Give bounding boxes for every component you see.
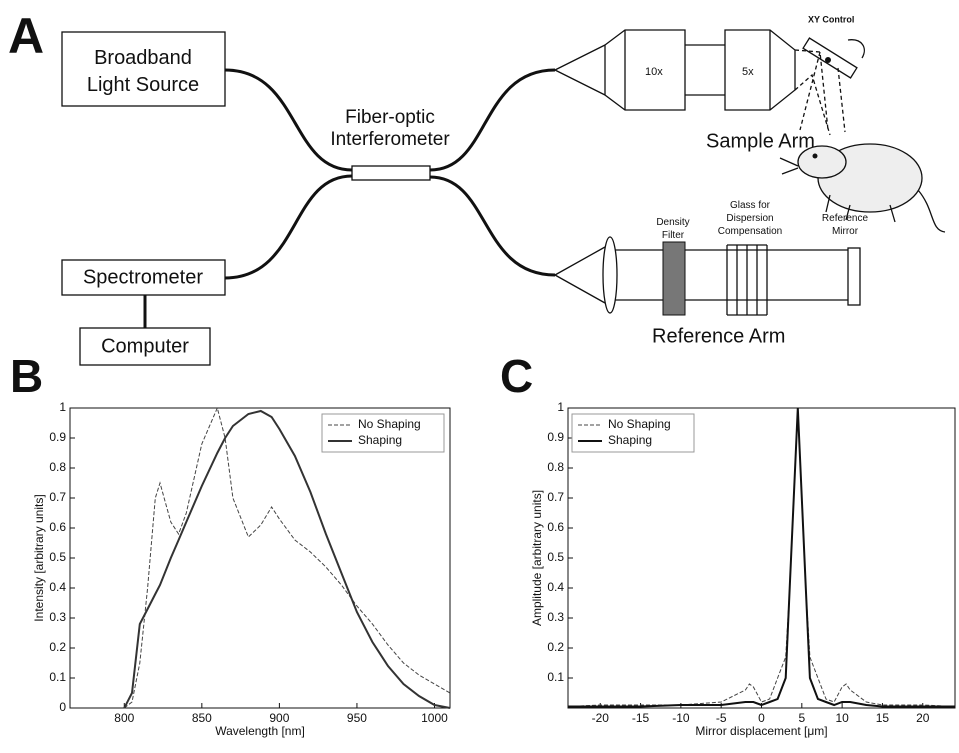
y-tick-label: 0.3 [547,610,564,624]
dispersion-glass [726,244,768,316]
x-tick-label: 900 [269,711,289,725]
diagram: A Broadband Light Source Spectrometer Com… [8,8,946,366]
x-axis-label: Mirror displacement [μm] [695,724,827,738]
y-tick-label: 0.2 [547,640,564,654]
series-line [123,406,451,709]
x-tick-label: 800 [114,711,134,725]
y-tick-label: 0.7 [49,490,66,504]
mouse [779,143,946,233]
y-tick-label: 0.1 [547,670,564,684]
y-tick-label: 1 [59,400,66,414]
series-line [568,407,955,708]
scan-mirror [802,37,858,79]
x-tick-label: 5 [798,711,805,725]
beam [794,49,846,136]
sample-arm-label: Sample Arm [706,130,815,152]
y-axis-label: Amplitude [arbitrary units] [530,490,544,626]
reference-optics [554,246,848,304]
y-tick-label: 0.1 [49,670,66,684]
plot-frame [567,407,956,709]
panel-label: C [500,350,533,402]
y-tick-label: 0.6 [49,520,66,534]
series-line [567,407,956,707]
legend-box [321,413,445,453]
y-tick-label: 0.9 [49,430,66,444]
y-tick-label: 0.4 [49,580,66,594]
x-tick-label: 850 [192,711,212,725]
source-label: Broadband Light Source [87,47,199,96]
mirror-label: Reference Mirror [822,213,869,237]
plot-frame [69,407,451,709]
computer-label: Computer [101,335,189,357]
y-tick-label: 0.2 [49,640,66,654]
y-tick-label: 0.9 [547,430,564,444]
x-tick-label: 0 [758,711,765,725]
x-tick-label: -15 [632,711,650,725]
pivot [825,57,831,63]
y-tick-label: 0.5 [49,550,66,564]
objective-10x [604,29,686,111]
y-axis-label: Intensity [arbitrary units] [32,494,46,621]
computer-box [79,327,211,366]
y-tick-label: 0 [59,700,66,714]
y-tick-label: 1 [557,400,564,414]
glass-label: Glass for Dispersion Compensation [718,200,782,237]
x-axis-label: Wavelength [nm] [215,724,305,738]
legend-label: Shaping [358,433,402,447]
coupler [351,165,431,181]
lens [602,236,618,314]
y-tick-label: 0.6 [547,520,564,534]
objective-label: 5x [742,66,754,78]
density-filter [662,241,686,316]
x-tick-label: 950 [347,711,367,725]
legend-label: Shaping [608,433,652,447]
x-tick-label: 15 [876,711,890,725]
y-tick-label: 0.5 [547,550,564,564]
panel-label: A [8,8,44,64]
x-tick-label: 10 [835,711,849,725]
xy-control-label: XY Control [808,14,854,24]
rotation-arrow [847,39,865,59]
panel-label: B [10,350,43,402]
reference-mirror [847,247,861,306]
legend-label: No Shaping [358,417,421,431]
filter-label: Density Filter [656,217,689,241]
legend-label: No Shaping [608,417,671,431]
x-tick-label: 1000 [421,711,448,725]
y-tick-label: 0.8 [49,460,66,474]
spectrometer-label: Spectrometer [83,266,203,288]
y-tick-label: 0.8 [547,460,564,474]
y-tick-label: 0.7 [547,490,564,504]
reference-arm-label: Reference Arm [652,325,785,347]
objective-label: 10x [645,66,663,78]
series-line [123,409,451,709]
sample-optics [554,30,771,110]
interferometer-label: Fiber-optic Interferometer [330,107,450,150]
y-tick-label: 0.4 [547,580,564,594]
x-tick-label: -5 [716,711,727,725]
legend-box [571,413,695,453]
objective-5x [724,29,796,111]
y-tick-label: 0.3 [49,610,66,624]
x-tick-label: 20 [916,711,930,725]
fibers [224,68,556,280]
x-tick-label: -20 [592,711,610,725]
x-tick-label: -10 [672,711,690,725]
